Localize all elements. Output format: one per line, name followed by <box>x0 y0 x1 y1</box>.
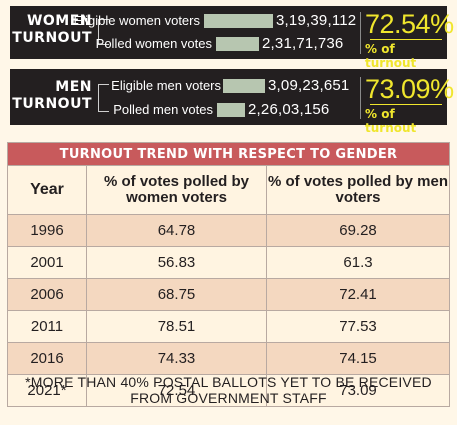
cell-men-pct: 61.3 <box>265 246 451 279</box>
women-polled-value: 2,31,71,736 <box>262 35 344 52</box>
women-eligible-row: Eligible women voters 3,19,39,112 <box>10 11 447 31</box>
men-eligible-label: Eligible men voters <box>111 78 221 93</box>
cell-year: 1996 <box>7 214 87 247</box>
cell-year: 2011 <box>7 310 87 343</box>
women-eligible-bar <box>204 14 273 28</box>
women-title-line1: WOMEN <box>26 13 92 29</box>
men-title-line2: TURNOUT <box>12 96 92 112</box>
cell-year: 2006 <box>7 278 87 311</box>
men-polled-label: Polled men votes <box>113 102 213 117</box>
cell-women-pct: 68.75 <box>86 278 267 311</box>
women-turnout-panel: WOMEN TURNOUT Eligible women voters 3,19… <box>10 6 454 70</box>
cell-women-pct: 74.33 <box>86 342 267 375</box>
men-eligible-value: 3,09,23,651 <box>268 77 350 94</box>
cell-men-pct: 73.09 <box>265 374 451 407</box>
men-turnout-panel: MEN TURNOUT Eligible men voters 3,09,23,… <box>10 69 454 135</box>
men-polled-bar <box>217 103 245 117</box>
men-bracket-divider <box>98 84 109 112</box>
cell-women-pct: 56.83 <box>86 246 267 279</box>
men-turnout-title: MEN TURNOUT <box>10 79 92 113</box>
cell-women-pct: 78.51 <box>86 310 267 343</box>
men-turnout-pct: 73.09% <box>365 74 454 104</box>
header-men-pct: % of votes polled by men voters <box>265 165 451 215</box>
table-row: 2011 78.51 77.53 <box>7 310 451 343</box>
cell-men-pct: 74.15 <box>265 342 451 375</box>
cell-women-pct: 64.78 <box>86 214 267 247</box>
table-row: 1996 64.78 69.28 <box>7 214 451 247</box>
women-bracket-divider <box>98 19 109 45</box>
women-polled-row: Polled women votes 2,31,71,736 <box>10 34 447 54</box>
men-pct-caption: % of turnout <box>365 107 417 135</box>
cell-year: 2021* <box>7 374 87 407</box>
men-pct-divider <box>360 77 361 119</box>
table-title: TURNOUT TREND WITH RESPECT TO GENDER <box>6 142 451 166</box>
men-eligible-bar <box>223 79 265 93</box>
women-pct-divider <box>360 12 361 54</box>
women-polled-bar <box>216 37 259 51</box>
cell-year: 2001 <box>7 246 87 279</box>
men-eligible-row: Eligible men voters 3,09,23,651 <box>10 76 447 96</box>
cell-women-pct: 72.54 <box>86 374 267 407</box>
women-pct-underline <box>370 39 442 40</box>
women-eligible-label: Eligible women voters <box>73 13 200 28</box>
table-row: 2021* 72.54 73.09 <box>7 374 451 407</box>
men-pct-underline <box>370 104 442 105</box>
men-polled-row: Polled men votes 2,26,03,156 <box>10 100 447 120</box>
table-row: 2016 74.33 74.15 <box>7 342 451 375</box>
turnout-trend-table: TURNOUT TREND WITH RESPECT TO GENDER Yea… <box>6 142 451 407</box>
header-women-pct: % of votes polled by women voters <box>86 165 267 215</box>
table-header-row: Year % of votes polled by women voters %… <box>7 165 451 215</box>
header-year: Year <box>7 165 87 215</box>
women-polled-label: Polled women votes <box>95 36 212 51</box>
table-row: 2001 56.83 61.3 <box>7 246 451 279</box>
women-turnout-pct: 72.54% <box>365 9 454 39</box>
footnote-line2: FROM GOVERNMENT STAFF <box>130 390 327 406</box>
footnote: *MORE THAN 40% POSTAL BALLOTS YET TO BE … <box>0 374 457 406</box>
women-pct-caption: % of turnout <box>365 42 417 70</box>
cell-men-pct: 77.53 <box>265 310 451 343</box>
table-row: 2006 68.75 72.41 <box>7 278 451 311</box>
footnote-line1: *MORE THAN 40% POSTAL BALLOTS YET TO BE … <box>25 374 432 390</box>
men-title-line1: MEN <box>55 79 92 95</box>
women-title-line2: TURNOUT <box>12 30 92 46</box>
women-turnout-title: WOMEN TURNOUT <box>10 13 92 47</box>
women-eligible-value: 3,19,39,112 <box>276 12 357 29</box>
cell-men-pct: 72.41 <box>265 278 451 311</box>
men-polled-value: 2,26,03,156 <box>248 101 330 118</box>
cell-men-pct: 69.28 <box>265 214 451 247</box>
cell-year: 2016 <box>7 342 87 375</box>
